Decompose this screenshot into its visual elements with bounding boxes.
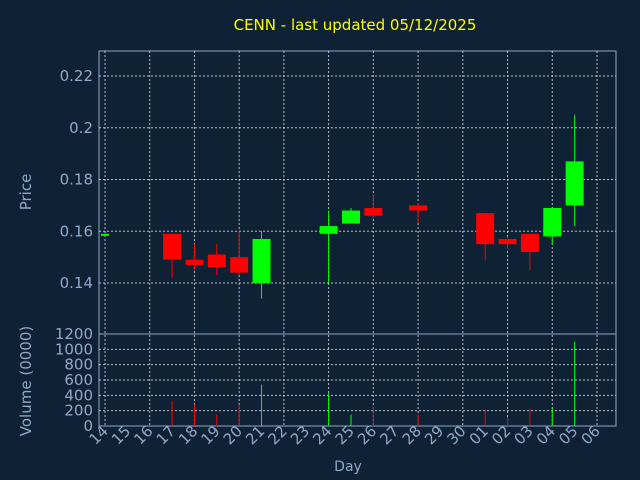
price-tick-label: 0.16: [60, 222, 93, 240]
candle-body-24: [319, 226, 338, 234]
candle-body-01: [476, 213, 495, 245]
volume-tick-label: 400: [64, 386, 93, 404]
candle-body-20: [230, 257, 249, 273]
volume-tick-label: 0: [83, 417, 93, 435]
volume-axis-label: Volume (0000): [17, 326, 35, 436]
volume-tick-label: 200: [64, 402, 93, 420]
volume-bars: [171, 341, 576, 426]
price-tick-label: 0.2: [69, 119, 93, 137]
chart-title: CENN - last updated 05/12/2025: [234, 16, 477, 34]
volume-grid: [99, 348, 616, 412]
candle-body-04: [543, 207, 562, 237]
candle-body-05: [565, 161, 584, 206]
x-ticks: 1415161718192021222324252627282930010203…: [86, 422, 604, 448]
candle-body-18: [185, 259, 204, 265]
price-axis-label: Price: [17, 174, 35, 211]
price-tick-label: 0.22: [60, 67, 93, 85]
x-grid: [104, 51, 598, 426]
candle-body-19: [207, 254, 226, 268]
price-y-ticks: 0.14 0.16 0.18 0.2 0.22: [60, 67, 93, 292]
price-tick-label: 0.18: [60, 171, 93, 189]
price-tick-label: 0.14: [60, 274, 93, 292]
candle-body-21: [252, 239, 271, 283]
x-axis-label: Day: [334, 459, 362, 475]
price-plot-area: [98, 50, 617, 335]
candle-body-17: [163, 233, 182, 260]
volume-tick-label: 1000: [55, 340, 93, 358]
volume-tick-label: 600: [64, 371, 93, 389]
candle-body-02: [498, 239, 517, 245]
candles: [101, 114, 584, 299]
candle-body-26: [364, 207, 383, 216]
candle-body-14: [101, 233, 109, 236]
candle-body-25: [342, 210, 360, 224]
candle-body-03: [520, 233, 539, 252]
volume-tick-label: 1200: [55, 325, 93, 343]
volume-tick-label: 800: [64, 356, 93, 374]
candle-body-28: [409, 205, 428, 211]
